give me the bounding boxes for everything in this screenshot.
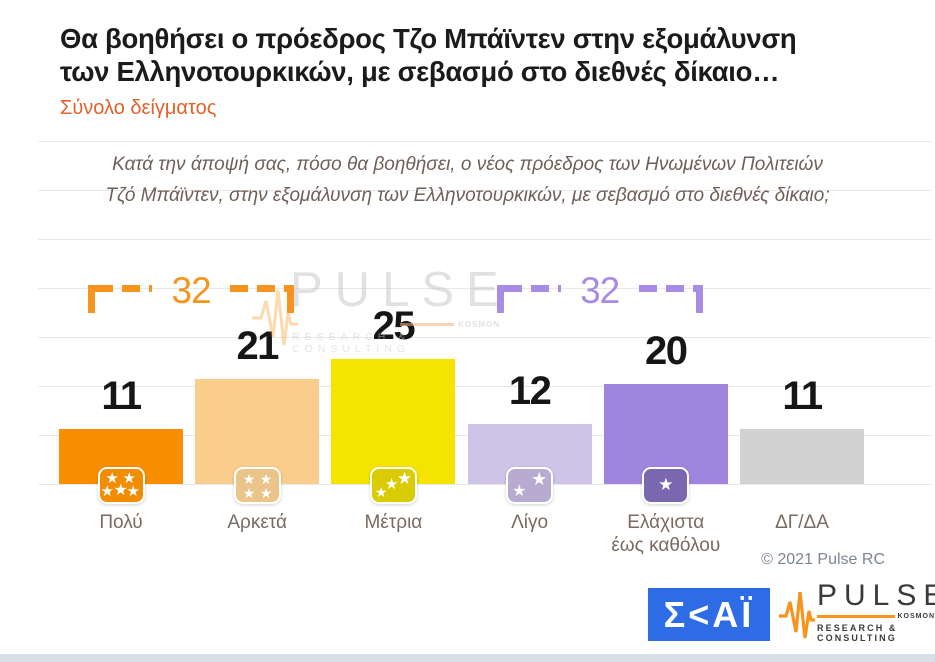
- pulse-logo: PULSE KOSMON RESEARCH & CONSULTING: [779, 580, 935, 646]
- copyright-note: © 2021 Pulse RC: [761, 551, 885, 568]
- chart-gridline: [38, 337, 931, 338]
- category-label: Αρκετά: [227, 512, 288, 533]
- group-bracket: 32: [496, 270, 703, 315]
- header: Θα βοηθήσει ο πρόεδρος Τζο Μπάϊντεν στην…: [60, 22, 797, 120]
- title-line-2: των Ελληνοτουρκικών, με σεβασμό στο διεθ…: [60, 56, 780, 87]
- star-icon: ★: [658, 475, 674, 494]
- category-label: Λίγο: [511, 512, 549, 533]
- chart-gridline: [38, 141, 931, 142]
- bar-value-label: 11: [782, 374, 823, 418]
- star-icon: ★: [126, 483, 140, 500]
- star-icon: ★: [396, 469, 413, 488]
- skai-logo: Σ<ΑΪ: [648, 588, 770, 641]
- star-icon: ★: [374, 484, 388, 500]
- bar-value-label: 12: [508, 369, 552, 413]
- bar-value-label: 25: [372, 304, 416, 348]
- group-sum-label: 32: [580, 270, 620, 311]
- star-icon: ★: [512, 483, 527, 500]
- rating-stars-badge: ★ ★ ★ ★: [233, 467, 281, 504]
- bottom-strip: [0, 654, 935, 662]
- watermark-tagline: KOSMON: [458, 320, 500, 329]
- category-label: Πολύ: [99, 512, 143, 533]
- rating-stars-badge: ★ ★ ★ ★ ★: [97, 467, 145, 504]
- pulse-logo-line: [817, 615, 895, 618]
- category-label: ΔΓ/ΔΑ: [775, 512, 829, 533]
- question-line-2: Τζό Μπάϊντεν, στην εξομάλυνση των Ελληνο…: [105, 185, 830, 206]
- star-icon: ★: [384, 476, 399, 493]
- bar-value-label: 20: [645, 329, 688, 373]
- chart-bar: [195, 379, 320, 484]
- star-icon: ★: [113, 482, 128, 499]
- star-icon: ★: [242, 471, 256, 487]
- group-sum-label: 32: [171, 270, 212, 311]
- star-icon: ★: [259, 471, 273, 487]
- question-line-1: Κατά την άποψή σας, πόσο θα βοηθήσει, ο …: [112, 154, 823, 175]
- survey-question: Κατά την άποψή σας, πόσο θα βοηθήσει, ο …: [40, 149, 895, 211]
- bar-value-label: 21: [236, 324, 279, 368]
- sample-subtitle: Σύνολο δείγματος: [60, 97, 217, 119]
- pulse-logo-divider: KOSMON: [817, 613, 935, 620]
- pulse-logo-tagline: KOSMON: [897, 613, 935, 620]
- star-icon: ★: [242, 485, 256, 501]
- rating-stars-badge: ★: [642, 467, 690, 504]
- star-icon: ★: [531, 469, 548, 489]
- chart-gridline: [38, 190, 931, 191]
- chart-gridline: [38, 386, 931, 387]
- rating-stars-badge: ★ ★: [506, 467, 554, 504]
- star-icon: ★: [105, 470, 119, 487]
- title-line-1: Θα βοηθήσει ο πρόεδρος Τζο Μπάϊντεν στην…: [60, 23, 797, 54]
- chart-gridline: [38, 484, 931, 485]
- star-icon: ★: [259, 485, 273, 501]
- category-label: Ελάχιστα έως καθόλου: [611, 512, 721, 556]
- chart-bar: [331, 359, 456, 484]
- pulse-logo-subtitle: RESEARCH & CONSULTING: [817, 623, 898, 643]
- pulse-logo-brand: PULSE: [817, 579, 935, 612]
- star-icon: ★: [122, 470, 136, 487]
- chart-bar: [740, 429, 864, 484]
- chart-gridline: [38, 288, 931, 289]
- page-title: Θα βοηθήσει ο πρόεδρος Τζο Μπάϊντεν στην…: [60, 22, 797, 88]
- group-bracket: 32: [88, 270, 295, 315]
- star-icon: ★: [100, 483, 114, 500]
- bar-value-label: 11: [101, 374, 142, 418]
- chart-gridline: [38, 239, 931, 240]
- rating-stars-badge: ★ ★ ★: [369, 467, 417, 504]
- category-label: Μέτρια: [364, 512, 423, 533]
- skai-logo-text: Σ<ΑΪ: [663, 593, 755, 635]
- ecg-waveform-icon: [779, 591, 815, 639]
